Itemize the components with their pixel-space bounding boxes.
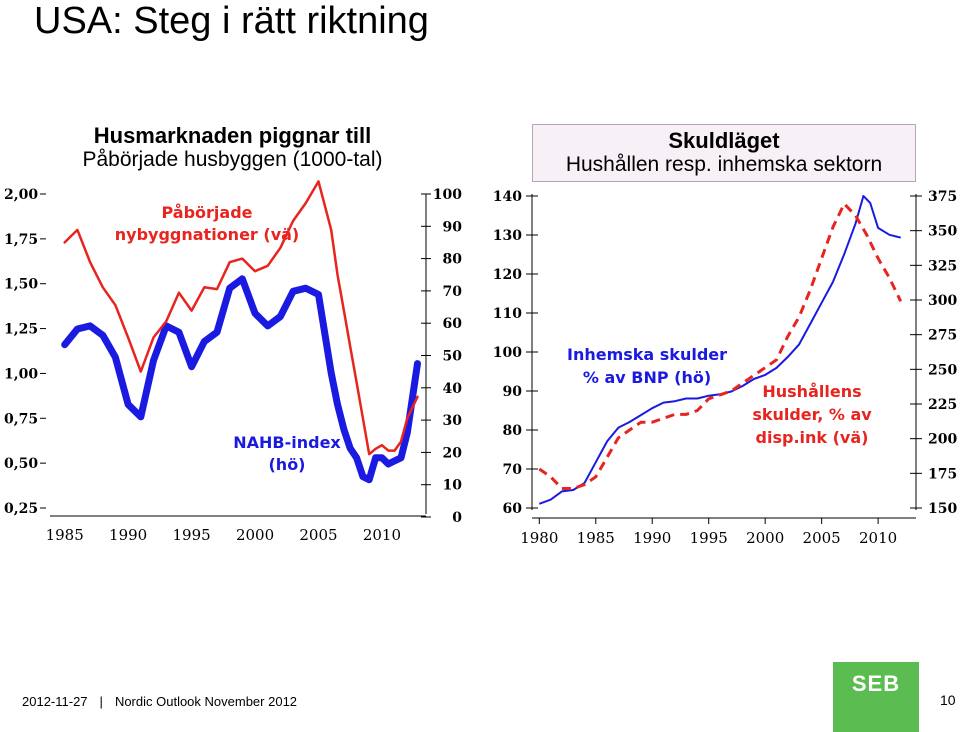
right-x-tick-label: 1990 (633, 529, 671, 547)
right-y2-tick-label: 275 (928, 328, 957, 344)
left-y2-tick-label: 60 (443, 316, 463, 332)
left-x-tick-label: 1995 (172, 526, 210, 544)
right-blue-annotation-line2: % av BNP (hö) (583, 368, 711, 387)
right-series-line-household-debt (538, 202, 903, 490)
right-y2-tick-label: 325 (928, 258, 957, 274)
right-y-tick-label: 140 (493, 189, 522, 205)
left-blue-annotation-line2: (hö) (268, 455, 305, 474)
left-y2-tick-label: 30 (443, 413, 463, 429)
left-y-tick-label: 0,25 (4, 501, 38, 517)
right-x-tick-label: 1995 (690, 529, 728, 547)
left-chart: 2,001,751,501,251,000,750,500,2510090807… (4, 180, 463, 544)
left-y-tick-label: 1,75 (4, 232, 38, 248)
slide-title: USA: Steg i rätt riktning (34, 0, 429, 42)
left-y-tick-label: 2,00 (4, 187, 38, 203)
left-x-tick-label: 2010 (363, 526, 401, 544)
right-x-tick-label: 2000 (746, 529, 784, 547)
left-y2-tick-label: 0 (452, 510, 462, 526)
right-chart-title: Skuldläget (668, 128, 780, 153)
left-y2-tick-label: 90 (443, 219, 463, 235)
left-y2-tick-label: 80 (443, 252, 463, 268)
left-y2-tick-label: 10 (443, 478, 463, 494)
left-y2-tick-label: 50 (443, 349, 463, 365)
footer: 2012-11-27 | Nordic Outlook November 2012 (22, 694, 297, 709)
right-y-tick-label: 80 (503, 423, 523, 439)
right-y2-tick-label: 225 (928, 397, 957, 413)
right-red-annotation-line1: Hushållens (762, 382, 861, 401)
left-y2-tick-label: 20 (443, 445, 463, 461)
right-blue-annotation-line1: Inhemska skulder (567, 345, 727, 364)
left-chart-title: Husmarknaden piggnar till (93, 123, 372, 148)
right-chart-subtitle: Hushållen resp. inhemska sektorn (565, 153, 883, 176)
left-x-tick-label: 2000 (236, 526, 274, 544)
left-red-annotation-line1: Påbörjade (161, 203, 252, 222)
right-y2-tick-label: 375 (928, 189, 957, 205)
left-y-tick-label: 0,50 (4, 456, 38, 472)
right-y2-tick-label: 300 (928, 293, 957, 309)
left-y-tick-label: 1,25 (4, 322, 38, 338)
footer-separator: | (99, 694, 103, 709)
left-y-tick-label: 1,50 (4, 277, 38, 293)
right-y2-tick-label: 150 (928, 501, 957, 517)
left-y2-tick-label: 40 (443, 381, 463, 397)
right-x-tick-label: 1985 (577, 529, 615, 547)
seb-logo: SEB (833, 662, 919, 732)
left-blue-annotation-line1: NAHB-index (233, 433, 341, 452)
page-number: 10 (940, 692, 956, 708)
right-x-tick-label: 2010 (859, 529, 897, 547)
right-y-tick-label: 70 (503, 462, 523, 478)
left-x-tick-label: 1985 (46, 526, 84, 544)
right-y-tick-label: 90 (503, 384, 523, 400)
right-y2-tick-label: 250 (928, 362, 957, 378)
right-x-tick-label: 1980 (520, 529, 558, 547)
left-chart-subtitle: Påbörjade husbyggen (1000-tal) (82, 148, 383, 171)
left-series-line-starts (63, 180, 419, 456)
right-y-tick-label: 110 (493, 306, 522, 322)
right-chart-title-block: Skuldläget Hushållen resp. inhemska sekt… (532, 124, 916, 182)
footer-date: 2012-11-27 (22, 694, 88, 709)
right-y-tick-label: 60 (503, 501, 523, 517)
right-x-tick-label: 2005 (803, 529, 841, 547)
right-red-annotation-line3: disp.ink (vä) (756, 428, 869, 447)
right-y2-tick-label: 350 (928, 224, 957, 240)
right-chart: 140 130 120 110 100 90 80 70 60 375 350 325 300 275 25… (493, 189, 958, 547)
left-chart-title-block: Husmarknaden piggnar till Påbörjade husb… (50, 123, 415, 172)
left-red-annotation-line2: nybyggnationer (vä) (115, 225, 299, 244)
right-red-annotation-line2: skulder, % av (752, 405, 872, 424)
left-x-tick-label: 2005 (299, 526, 337, 544)
right-y-tick-label: 130 (493, 228, 522, 244)
left-x-tick-label: 1990 (109, 526, 147, 544)
left-y2-tick-label: 70 (443, 284, 463, 300)
right-y2-tick-label: 175 (928, 466, 957, 482)
right-y-tick-label: 100 (493, 345, 522, 361)
left-series-line-nahb (61, 275, 421, 484)
right-y2-tick-label: 200 (928, 432, 957, 448)
footer-text: Nordic Outlook November 2012 (114, 694, 298, 709)
left-y-tick-label: 0,75 (4, 411, 38, 427)
left-y2-tick-label: 100 (433, 187, 462, 203)
right-y-tick-label: 120 (493, 267, 522, 283)
left-y-tick-label: 1,00 (4, 366, 38, 382)
